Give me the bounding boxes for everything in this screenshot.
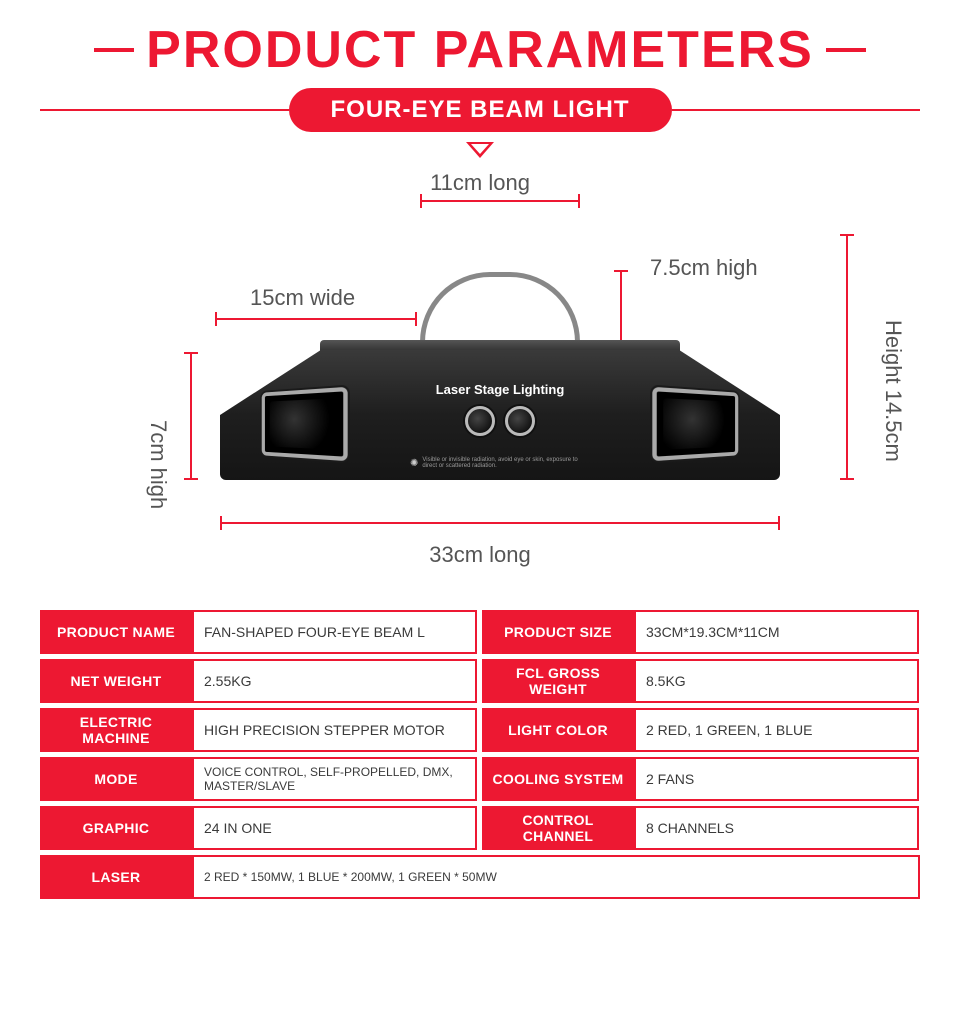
spec-label: PRODUCT NAME [40,610,192,654]
dim-handle-high-label: 7.5cm high [650,255,758,281]
spec-label: LIGHT COLOR [482,708,634,752]
spec-label: ELECTRIC MACHINE [40,708,192,752]
spec-value: 8 CHANNELS [634,806,919,850]
spec-value: 2 RED * 150MW, 1 BLUE * 200MW, 1 GREEN *… [192,855,920,899]
spec-label: PRODUCT SIZE [482,610,634,654]
dim-total-height-line [846,234,848,480]
title-rule-right [826,48,866,52]
product-diagram: 11cm long 7.5cm high 15cm wide 7cm high … [40,170,920,590]
spec-label: NET WEIGHT [40,659,192,703]
spec-value: 24 IN ONE [192,806,477,850]
lens-left [262,387,348,461]
center-lens-2 [505,406,535,436]
subtitle-rule-right [672,109,921,111]
laser-warning: ✺ Visible or invisible radiation, avoid … [410,457,590,470]
spec-label: MODE [40,757,192,801]
spec-value: 8.5KG [634,659,919,703]
header: PRODUCT PARAMETERS FOUR-EYE BEAM LIGHT [40,20,920,158]
spec-label: FCL GROSS WEIGHT [482,659,634,703]
spec-row: COOLING SYSTEM2 FANS [482,757,919,801]
product-image: Laser Stage Lighting ✺ Visible or invisi… [220,350,780,480]
spec-value: HIGH PRECISION STEPPER MOTOR [192,708,477,752]
spec-row: FCL GROSS WEIGHT8.5KG [482,659,919,703]
dim-handle-high-line [620,270,622,342]
dim-bottom-label: 33cm long [429,542,531,568]
dim-bottom-line [220,522,780,524]
spec-row: GRAPHIC24 IN ONE [40,806,477,850]
spec-value: FAN-SHAPED FOUR-EYE BEAM L [192,610,477,654]
spec-value: 2 RED, 1 GREEN, 1 BLUE [634,708,919,752]
spec-row: LIGHT COLOR2 RED, 1 GREEN, 1 BLUE [482,708,919,752]
spec-value: 2 FANS [634,757,919,801]
spec-row: MODEVOICE CONTROL, SELF-PROPELLED, DMX, … [40,757,477,801]
subtitle-rule-left [40,109,289,111]
spec-row: ELECTRIC MACHINEHIGH PRECISION STEPPER M… [40,708,477,752]
triangle-down-icon [466,142,494,158]
spec-row: CONTROL CHANNEL8 CHANNELS [482,806,919,850]
dim-body-high-label: 7cm high [145,420,171,509]
spec-label: COOLING SYSTEM [482,757,634,801]
dim-wide-label: 15cm wide [250,285,355,311]
lens-right [652,387,738,461]
warning-label: Visible or invisible radiation, avoid ey… [422,457,590,470]
dim-body-high-line [190,352,192,480]
spec-label: LASER [40,855,192,899]
spec-value: VOICE CONTROL, SELF-PROPELLED, DMX, MAST… [192,757,477,801]
spec-row: NET WEIGHT2.55KG [40,659,477,703]
warning-icon: ✺ [410,458,418,469]
product-body-text: Laser Stage Lighting [436,382,565,397]
dim-wide-line [215,318,417,320]
spec-value: 33CM*19.3CM*11CM [634,610,919,654]
main-title: PRODUCT PARAMETERS [146,20,814,80]
title-rule-left [94,48,134,52]
spec-table: PRODUCT NAMEFAN-SHAPED FOUR-EYE BEAM LPR… [40,610,920,899]
spec-value: 2.55KG [192,659,477,703]
dim-top-line [420,200,580,202]
center-lens-1 [465,406,495,436]
subtitle-pill: FOUR-EYE BEAM LIGHT [289,88,672,132]
dim-total-height-label: Height 14.5cm [880,320,906,462]
spec-row: PRODUCT SIZE33CM*19.3CM*11CM [482,610,919,654]
spec-row: LASER2 RED * 150MW, 1 BLUE * 200MW, 1 GR… [40,855,920,899]
spec-row: PRODUCT NAMEFAN-SHAPED FOUR-EYE BEAM L [40,610,477,654]
spec-label: GRAPHIC [40,806,192,850]
dim-top-label: 11cm long [430,170,530,196]
spec-label: CONTROL CHANNEL [482,806,634,850]
